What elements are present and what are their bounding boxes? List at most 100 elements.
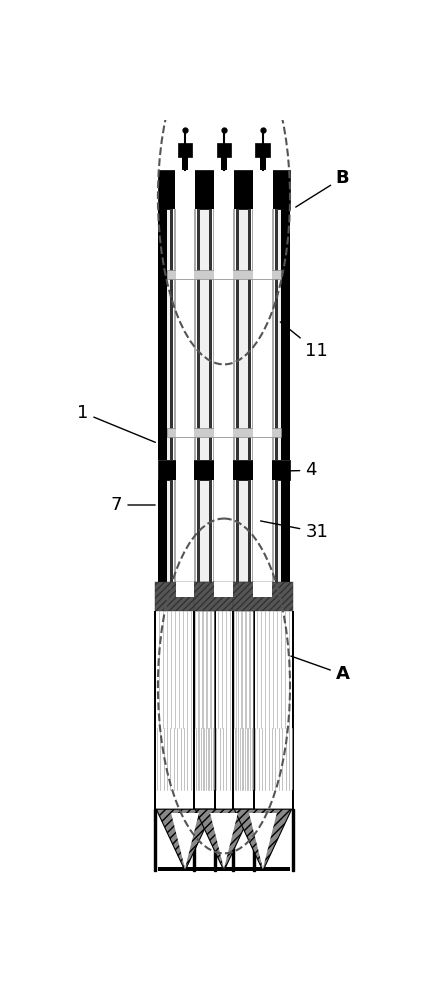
- Bar: [215, 460, 233, 480]
- Bar: [281, 480, 290, 582]
- Bar: [173, 209, 197, 460]
- Bar: [253, 460, 272, 480]
- Bar: [214, 611, 216, 728]
- Bar: [195, 728, 253, 790]
- Bar: [174, 480, 176, 582]
- Bar: [167, 270, 281, 279]
- Bar: [216, 143, 232, 157]
- Bar: [158, 582, 167, 790]
- Bar: [197, 209, 200, 460]
- Polygon shape: [232, 809, 234, 871]
- Bar: [170, 209, 173, 460]
- Bar: [170, 480, 173, 582]
- Bar: [175, 170, 195, 209]
- Bar: [194, 209, 196, 460]
- Bar: [253, 728, 255, 790]
- Bar: [154, 728, 156, 790]
- Bar: [195, 790, 253, 809]
- Bar: [232, 611, 234, 728]
- Bar: [167, 209, 281, 460]
- Bar: [209, 480, 212, 582]
- Bar: [272, 209, 274, 460]
- Text: 31: 31: [260, 521, 328, 541]
- Bar: [234, 728, 292, 790]
- Bar: [173, 480, 197, 582]
- Bar: [213, 209, 215, 460]
- Polygon shape: [253, 809, 255, 871]
- Polygon shape: [195, 809, 253, 871]
- Bar: [214, 790, 216, 809]
- Bar: [215, 582, 233, 597]
- Bar: [158, 209, 167, 460]
- Bar: [156, 611, 214, 728]
- Bar: [176, 270, 194, 279]
- Bar: [253, 270, 272, 279]
- Bar: [176, 428, 194, 437]
- Bar: [248, 209, 251, 460]
- Bar: [275, 209, 278, 460]
- Bar: [182, 157, 188, 170]
- Bar: [233, 209, 235, 460]
- Bar: [212, 209, 236, 460]
- Bar: [195, 611, 253, 728]
- Bar: [194, 582, 254, 611]
- Bar: [174, 209, 176, 460]
- Bar: [214, 170, 234, 209]
- Polygon shape: [249, 813, 277, 868]
- Bar: [158, 460, 290, 480]
- Bar: [154, 611, 156, 728]
- Bar: [260, 157, 266, 170]
- Bar: [176, 480, 194, 582]
- Bar: [197, 480, 200, 582]
- Polygon shape: [156, 809, 214, 871]
- Bar: [193, 611, 195, 728]
- Bar: [215, 480, 233, 582]
- Polygon shape: [214, 809, 216, 871]
- Bar: [233, 480, 235, 582]
- Bar: [252, 209, 253, 460]
- Bar: [194, 480, 196, 582]
- Bar: [232, 790, 234, 809]
- Polygon shape: [292, 809, 294, 871]
- Bar: [275, 480, 278, 582]
- Bar: [215, 209, 233, 460]
- Bar: [215, 428, 233, 437]
- Bar: [236, 480, 239, 582]
- Bar: [156, 790, 214, 809]
- Bar: [176, 582, 194, 597]
- Bar: [252, 480, 253, 582]
- Bar: [167, 480, 281, 582]
- Bar: [292, 790, 294, 809]
- Text: 4: 4: [281, 461, 317, 479]
- Bar: [215, 270, 233, 279]
- Bar: [156, 728, 214, 790]
- Bar: [292, 611, 294, 728]
- Text: 7: 7: [111, 496, 155, 514]
- Polygon shape: [210, 813, 238, 868]
- Bar: [234, 611, 292, 728]
- Bar: [176, 460, 194, 480]
- Bar: [167, 582, 281, 790]
- Bar: [193, 728, 195, 790]
- Bar: [158, 809, 290, 813]
- Bar: [209, 209, 212, 460]
- Bar: [158, 480, 167, 582]
- Bar: [253, 611, 255, 728]
- Bar: [281, 209, 290, 460]
- Bar: [251, 480, 275, 582]
- Bar: [236, 209, 239, 460]
- Bar: [251, 209, 275, 460]
- Bar: [214, 728, 216, 790]
- Bar: [253, 428, 272, 437]
- Polygon shape: [193, 809, 195, 871]
- Bar: [158, 867, 290, 871]
- Bar: [253, 790, 255, 809]
- Text: A: A: [291, 656, 350, 683]
- Text: 11: 11: [280, 322, 328, 360]
- Bar: [233, 582, 293, 611]
- Bar: [253, 582, 272, 597]
- Bar: [155, 582, 215, 611]
- Bar: [281, 582, 290, 790]
- Text: 1: 1: [77, 404, 155, 442]
- Bar: [232, 728, 234, 790]
